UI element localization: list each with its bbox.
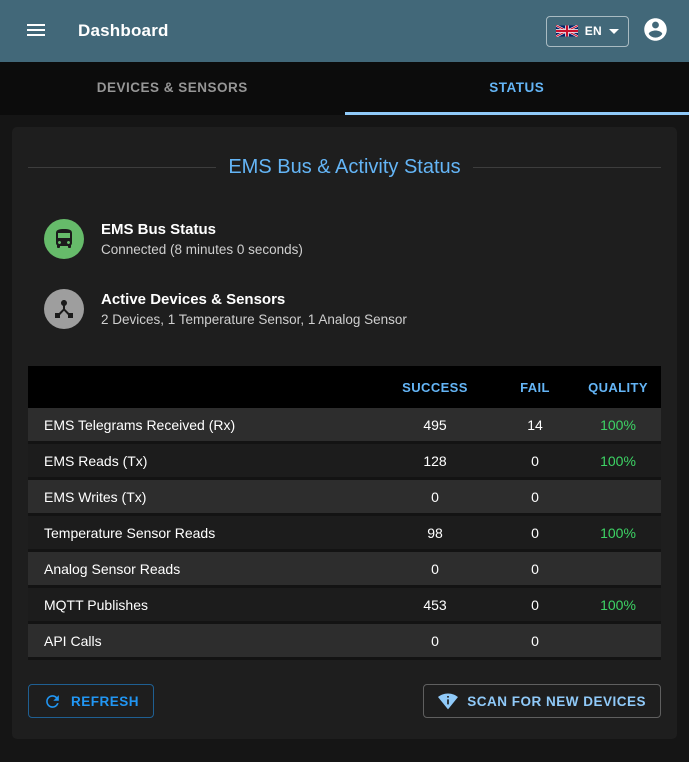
page-title: Dashboard <box>78 21 169 40</box>
status-item-title: EMS Bus Status <box>101 221 217 238</box>
table-row: MQTT Publishes 453 0 100% <box>28 588 661 624</box>
success-value: 0 <box>431 560 439 577</box>
status-list: EMS Bus Status Connected (8 minutes 0 se… <box>28 215 661 333</box>
column-header-success: SUCCESS <box>402 379 468 395</box>
fail-value: 0 <box>531 488 539 505</box>
quality-value: 100% <box>600 416 636 433</box>
row-label: MQTT Publishes <box>44 596 148 613</box>
perm-scan-wifi-icon <box>438 691 459 711</box>
quality-value: 100% <box>600 524 636 541</box>
account-circle-icon <box>642 16 669 46</box>
table-row: EMS Writes (Tx) 0 0 <box>28 480 661 516</box>
activity-table: SUCCESS FAIL QUALITY EMS Telegrams Recei… <box>28 366 661 660</box>
scan-button-label: SCAN FOR NEW DEVICES <box>467 693 646 709</box>
row-label: API Calls <box>44 632 102 649</box>
tab-status[interactable]: STATUS <box>344 62 689 115</box>
table-row: EMS Telegrams Received (Rx) 495 14 100% <box>28 408 661 444</box>
row-label: EMS Reads (Tx) <box>44 452 148 469</box>
refresh-button-label: REFRESH <box>71 693 140 709</box>
row-label: EMS Telegrams Received (Rx) <box>44 416 236 433</box>
column-header-quality: QUALITY <box>588 379 648 395</box>
bus-icon <box>44 219 84 259</box>
divider <box>472 167 661 168</box>
language-selector[interactable]: EN <box>545 15 629 47</box>
language-label: EN <box>584 24 602 38</box>
status-item-title: Active Devices & Sensors <box>101 291 286 308</box>
ems-bus-status-item: EMS Bus Status Connected (8 minutes 0 se… <box>28 215 661 263</box>
refresh-button[interactable]: REFRESH <box>28 684 155 718</box>
quality-value: 100% <box>600 596 636 613</box>
hamburger-menu-icon <box>24 18 48 45</box>
quality-value: 100% <box>600 452 636 469</box>
table-row: Temperature Sensor Reads 98 0 100% <box>28 516 661 552</box>
column-header-fail: FAIL <box>520 379 550 395</box>
fail-value: 0 <box>531 596 539 613</box>
row-label: EMS Writes (Tx) <box>44 488 147 505</box>
divider <box>28 167 217 168</box>
row-label: Analog Sensor Reads <box>44 560 181 577</box>
table-header-row: SUCCESS FAIL QUALITY <box>28 366 661 408</box>
success-value: 128 <box>423 452 447 469</box>
success-value: 495 <box>423 416 447 433</box>
fail-value: 0 <box>531 632 539 649</box>
tab-devices-sensors[interactable]: DEVICES & SENSORS <box>0 62 345 115</box>
section-title-row: EMS Bus & Activity Status <box>28 156 661 179</box>
status-item-subtitle: Connected (8 minutes 0 seconds) <box>101 242 303 257</box>
section-title: EMS Bus & Activity Status <box>228 156 461 178</box>
row-label: Temperature Sensor Reads <box>44 524 216 541</box>
scan-for-new-devices-button[interactable]: SCAN FOR NEW DEVICES <box>423 684 661 718</box>
success-value: 0 <box>431 632 439 649</box>
fail-value: 0 <box>531 560 539 577</box>
chevron-down-icon <box>609 28 619 34</box>
app-bar: Dashboard EN <box>0 0 689 62</box>
fail-value: 14 <box>527 416 543 433</box>
tab-bar: DEVICES & SENSORS STATUS <box>0 62 689 115</box>
success-value: 0 <box>431 488 439 505</box>
table-row: EMS Reads (Tx) 128 0 100% <box>28 444 661 480</box>
fail-value: 0 <box>531 524 539 541</box>
page-content: EMS Bus & Activity Status EMS Bus Status… <box>0 115 689 751</box>
active-devices-item: Active Devices & Sensors 2 Devices, 1 Te… <box>28 285 661 333</box>
status-item-subtitle: 2 Devices, 1 Temperature Sensor, 1 Analo… <box>101 312 407 327</box>
table-row: API Calls 0 0 <box>28 624 661 660</box>
status-card: EMS Bus & Activity Status EMS Bus Status… <box>12 127 677 739</box>
fail-value: 0 <box>531 452 539 469</box>
account-button[interactable] <box>635 11 675 51</box>
refresh-icon <box>43 692 62 711</box>
device-hub-icon <box>44 289 84 329</box>
uk-flag-icon <box>555 25 578 37</box>
hamburger-menu-button[interactable] <box>16 11 56 51</box>
card-footer: REFRESH SCAN FOR NEW DEVICES <box>28 684 661 718</box>
table-body: EMS Telegrams Received (Rx) 495 14 100% … <box>28 408 661 660</box>
success-value: 453 <box>423 596 447 613</box>
success-value: 98 <box>427 524 443 541</box>
table-row: Analog Sensor Reads 0 0 <box>28 552 661 588</box>
